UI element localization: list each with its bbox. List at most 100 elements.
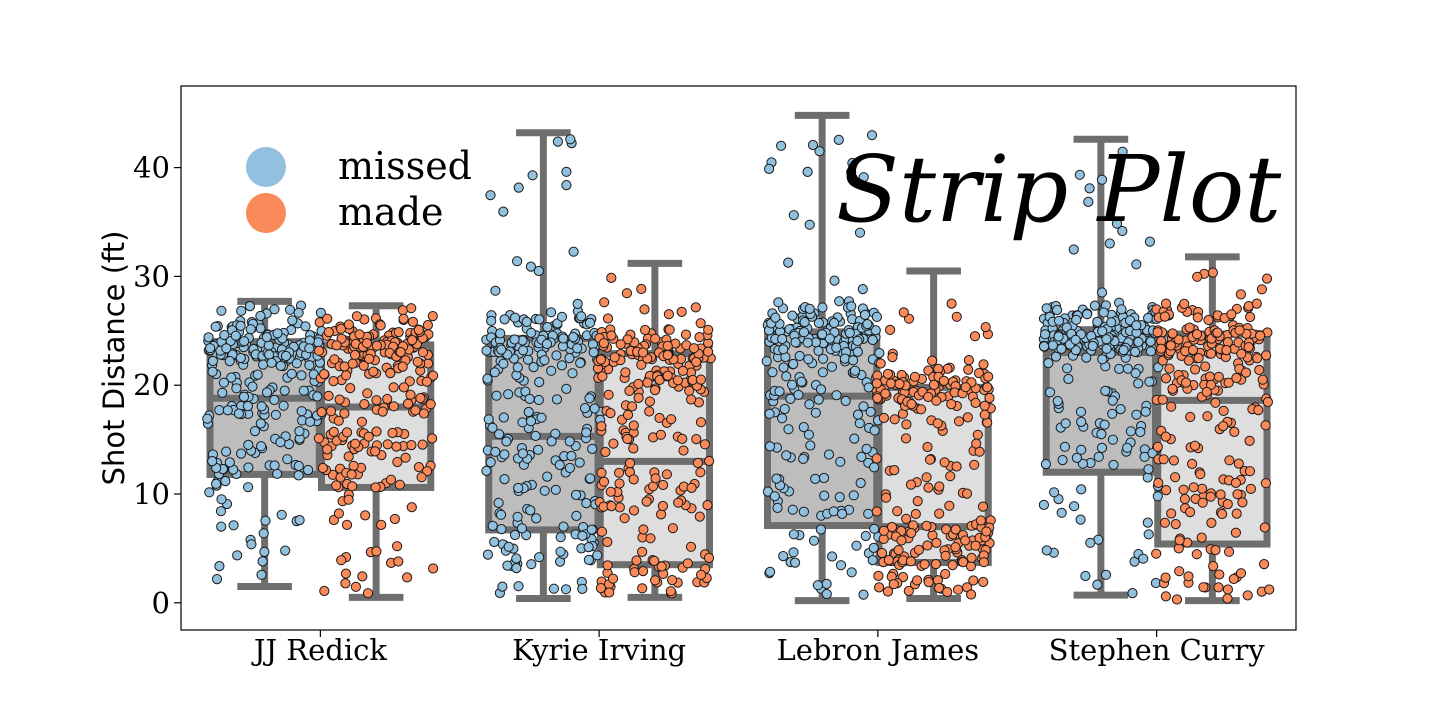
strip-point-missed	[848, 490, 859, 501]
strip-point-missed	[202, 413, 213, 424]
strip-point-missed	[1106, 317, 1117, 328]
strip-point-missed	[788, 210, 799, 221]
strip-point-missed	[1092, 316, 1103, 327]
strip-point-missed	[834, 492, 845, 503]
strip-point-missed	[1096, 287, 1108, 298]
strip-point-made	[341, 519, 353, 531]
strip-point-missed	[207, 355, 218, 367]
strip-point-made	[331, 340, 342, 351]
strip-point-missed	[587, 443, 598, 454]
strip-point-made	[872, 393, 883, 404]
strip-point-missed	[230, 330, 241, 341]
strip-point-missed	[280, 545, 291, 556]
strip-point-made	[1200, 361, 1211, 372]
strip-point-made	[377, 406, 388, 417]
strip-point-missed	[817, 367, 829, 378]
strip-point-missed	[584, 317, 596, 328]
strip-point-missed	[554, 459, 565, 471]
strip-point-missed	[1052, 396, 1063, 407]
strip-point-made	[1243, 342, 1254, 353]
strip-point-missed	[575, 357, 586, 369]
strip-point-made	[370, 446, 381, 457]
strip-point-made	[1259, 559, 1270, 570]
strip-point-made	[638, 566, 649, 577]
strip-point-made	[1183, 571, 1194, 582]
strip-point-made	[341, 427, 353, 438]
strip-point-made	[354, 329, 365, 340]
strip-point-missed	[854, 418, 865, 429]
strip-point-made	[1152, 441, 1163, 452]
strip-point-made	[628, 474, 639, 485]
strip-point-missed	[1115, 404, 1126, 415]
strip-point-missed	[1060, 418, 1071, 429]
strip-point-made	[1221, 345, 1232, 356]
strip-point-missed	[541, 338, 553, 350]
strip-point-made	[385, 368, 396, 379]
strip-point-made	[883, 555, 894, 566]
strip-point-missed	[869, 462, 880, 473]
strip-point-missed	[286, 368, 297, 379]
strip-point-made	[388, 382, 399, 393]
strip-point-made	[636, 359, 647, 370]
strip-point-missed	[220, 476, 231, 487]
strip-point-missed	[1053, 315, 1065, 326]
strip-point-made	[889, 465, 900, 476]
strip-point-missed	[834, 296, 845, 307]
strip-point-missed	[517, 417, 528, 428]
strip-point-made	[1213, 582, 1224, 593]
strip-point-missed	[824, 333, 835, 344]
strip-point-missed	[803, 354, 814, 365]
strip-point-made	[600, 446, 611, 458]
strip-point-made	[622, 433, 633, 445]
strip-point-missed	[293, 307, 304, 318]
strip-point-missed	[487, 520, 498, 531]
strip-point-missed	[813, 317, 825, 329]
strip-point-made	[323, 327, 334, 338]
legend-marker-made	[246, 193, 286, 233]
strip-point-made	[650, 575, 661, 586]
strip-point-made	[638, 524, 649, 535]
strip-point-missed	[839, 353, 851, 364]
strip-point-made	[1222, 499, 1233, 510]
strip-point-made	[1245, 483, 1257, 494]
strip-point-missed	[513, 581, 524, 592]
strip-point-made	[328, 376, 339, 387]
strip-point-made	[672, 375, 684, 386]
strip-point-missed	[205, 343, 216, 354]
strip-point-made	[1244, 466, 1256, 477]
strip-point-missed	[1125, 426, 1137, 437]
strip-point-missed	[204, 487, 215, 498]
strip-point-made	[1160, 298, 1172, 309]
strip-point-missed	[1117, 225, 1128, 237]
strip-point-missed	[495, 509, 507, 520]
strip-point-made	[1261, 350, 1272, 361]
strip-point-missed	[579, 403, 591, 414]
strip-point-made	[686, 482, 697, 493]
strip-point-made	[702, 500, 713, 511]
strip-point-missed	[243, 462, 254, 473]
strip-point-missed	[498, 206, 509, 217]
strip-point-made	[347, 358, 358, 369]
strip-point-made	[910, 508, 921, 520]
strip-point-made	[319, 585, 330, 597]
strip-point-made	[333, 415, 344, 426]
strip-point-made	[400, 452, 411, 463]
strip-point-missed	[831, 342, 842, 353]
strip-point-missed	[788, 358, 799, 370]
strip-point-made	[969, 331, 981, 342]
strip-point-made	[413, 324, 424, 336]
strip-point-made	[637, 546, 648, 558]
strip-point-missed	[511, 553, 522, 564]
strip-point-missed	[528, 362, 539, 373]
strip-point-missed	[304, 343, 315, 354]
strip-point-made	[1222, 584, 1234, 595]
strip-point-missed	[798, 422, 809, 433]
strip-point-missed	[224, 356, 235, 367]
strip-point-made	[1218, 405, 1229, 416]
strip-point-missed	[486, 315, 497, 326]
strip-point-missed	[555, 546, 566, 557]
strip-point-made	[1210, 397, 1221, 408]
strip-point-made	[421, 376, 432, 387]
strip-point-missed	[583, 554, 595, 566]
